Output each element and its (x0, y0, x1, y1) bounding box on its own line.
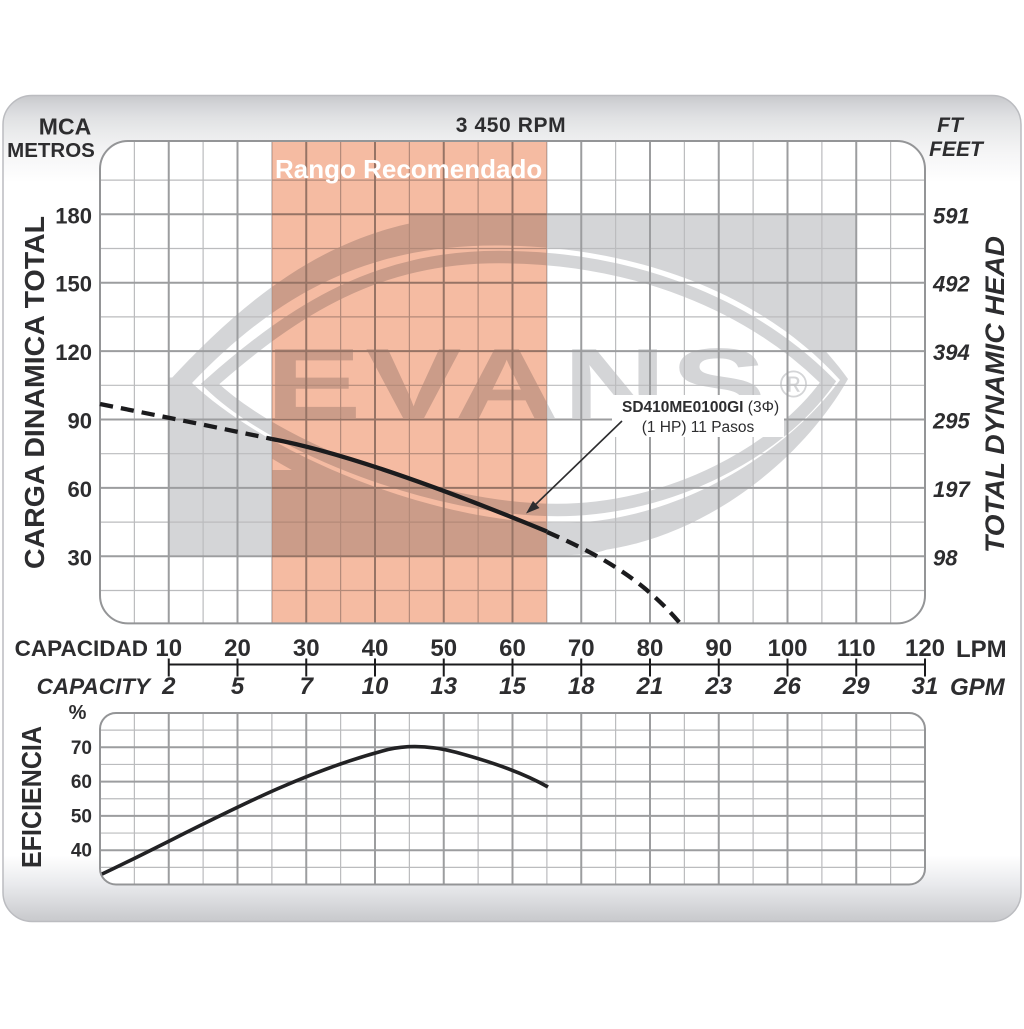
svg-text:70: 70 (71, 738, 92, 759)
svg-text:%: % (69, 702, 87, 724)
svg-text:492: 492 (932, 272, 970, 297)
svg-text:40: 40 (71, 841, 92, 862)
svg-text:70: 70 (568, 635, 595, 662)
svg-text:80: 80 (637, 635, 664, 662)
svg-text:3 450 RPM: 3 450 RPM (456, 114, 566, 137)
svg-text:197: 197 (933, 477, 971, 502)
svg-text:40: 40 (362, 635, 389, 662)
svg-text:60: 60 (499, 635, 526, 662)
svg-text:MCA: MCA (39, 114, 91, 140)
svg-text:Rango Recomendado: Rango Recomendado (275, 154, 542, 184)
svg-text:7: 7 (300, 673, 315, 700)
svg-text:100: 100 (767, 635, 807, 662)
svg-text:50: 50 (71, 806, 92, 827)
svg-text:10: 10 (155, 635, 182, 662)
svg-text:26: 26 (773, 673, 801, 700)
svg-text:METROS: METROS (7, 139, 95, 162)
svg-text:GPM: GPM (950, 674, 1006, 701)
svg-text:23: 23 (704, 673, 732, 700)
svg-text:30: 30 (68, 545, 92, 570)
svg-text:90: 90 (68, 409, 92, 434)
svg-text:394: 394 (933, 340, 970, 365)
svg-text:CARGA DINAMICA TOTAL: CARGA DINAMICA TOTAL (19, 216, 50, 569)
svg-text:29: 29 (842, 673, 870, 700)
svg-text:SD410ME0100GI (3Φ): SD410ME0100GI (3Φ) (622, 399, 779, 416)
svg-text:13: 13 (430, 673, 457, 700)
svg-text:FT: FT (937, 114, 965, 137)
svg-text:50: 50 (430, 635, 457, 662)
svg-text:LPM: LPM (956, 636, 1007, 663)
svg-text:30: 30 (293, 635, 320, 662)
svg-text:110: 110 (837, 635, 876, 662)
svg-text:15: 15 (499, 673, 526, 700)
svg-text:EFICIENCIA: EFICIENCIA (16, 726, 47, 868)
svg-text:120: 120 (55, 340, 92, 365)
svg-text:150: 150 (55, 272, 92, 297)
svg-text:295: 295 (932, 409, 970, 434)
svg-text:120: 120 (905, 635, 945, 662)
svg-text:(1 HP) 11 Pasos: (1 HP) 11 Pasos (642, 419, 755, 436)
svg-text:21: 21 (636, 673, 664, 700)
svg-text:TOTAL DYNAMIC HEAD: TOTAL DYNAMIC HEAD (980, 236, 1010, 553)
svg-text:180: 180 (55, 203, 92, 228)
svg-text:2: 2 (161, 673, 176, 700)
svg-text:5: 5 (231, 673, 245, 700)
svg-text:60: 60 (71, 772, 92, 793)
svg-text:60: 60 (68, 477, 92, 502)
svg-text:591: 591 (933, 203, 970, 228)
svg-text:10: 10 (362, 673, 389, 700)
svg-text:20: 20 (224, 635, 251, 662)
svg-text:31: 31 (912, 673, 939, 700)
svg-text:FEET: FEET (929, 138, 985, 161)
svg-text:98: 98 (933, 545, 958, 570)
svg-text:CAPACITY: CAPACITY (37, 674, 152, 699)
svg-text:CAPACIDAD: CAPACIDAD (15, 636, 148, 661)
svg-text:90: 90 (705, 635, 732, 662)
svg-text:18: 18 (568, 673, 595, 700)
